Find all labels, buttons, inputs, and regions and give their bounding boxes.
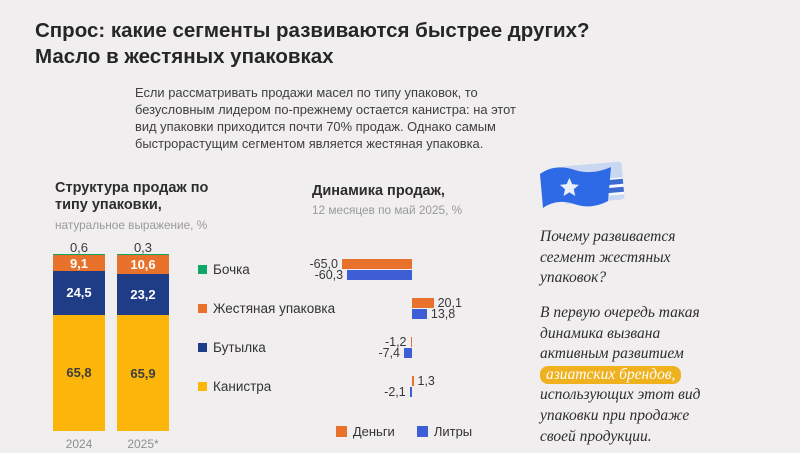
insight-answer: В первую очередь такая динамика вызвана … bbox=[540, 303, 722, 447]
dynamics-chart-header: Динамика продаж, 12 месяцев по май 2025,… bbox=[312, 183, 482, 217]
insight-answer-highlight: азиатских брендов, bbox=[540, 365, 682, 384]
legend-label: Бочка bbox=[213, 262, 250, 277]
legend-item-Канистра: Канистра bbox=[198, 378, 271, 395]
value-label: -65,0 bbox=[309, 257, 339, 271]
legend-swatch bbox=[198, 265, 207, 274]
top-value-label: 0,3 bbox=[133, 240, 153, 255]
литры-bar-Бутылка bbox=[404, 348, 412, 358]
x-axis-label: 2024 bbox=[65, 437, 93, 452]
legend-label: Бутылка bbox=[213, 340, 266, 355]
value-label: 1,3 bbox=[417, 374, 435, 388]
legend-swatch bbox=[198, 304, 207, 313]
dynamics-chart-subtitle: 12 месяцев по май 2025, % bbox=[312, 203, 463, 218]
value-label: -60,3 bbox=[314, 268, 344, 282]
value-label: -2,1 bbox=[384, 385, 406, 399]
деньги-bar-Жестяная упаковка bbox=[412, 298, 434, 308]
page-title-line1: Спрос: какие сегменты развиваются быстре… bbox=[35, 19, 590, 42]
legend-label: Канистра bbox=[213, 379, 272, 394]
star-icon bbox=[559, 177, 579, 196]
деньги-bar-Канистра bbox=[412, 376, 414, 386]
legend-swatch bbox=[198, 343, 207, 352]
value-label: -1,2 bbox=[384, 335, 407, 349]
dynamics-chart-legend: Деньги Литры bbox=[296, 424, 512, 439]
bar-stack: 9,1 24,5 65,8 bbox=[53, 254, 105, 432]
series-legend-label: Деньги bbox=[352, 424, 395, 439]
flag-icon bbox=[540, 161, 625, 208]
bar-segment-Канистра: 65,9 bbox=[117, 314, 169, 432]
legend-item-Жестяная упаковка: Жестяная упаковка bbox=[198, 300, 335, 317]
bar-stack: 10,6 23,2 65,9 bbox=[117, 254, 169, 432]
bar-segment-Канистра: 65,8 bbox=[53, 314, 105, 432]
stacked-bar-2024: 0,6 9,1 24,5 65,8 2024 bbox=[53, 240, 105, 451]
series-legend-swatch bbox=[335, 426, 347, 437]
legend-swatch bbox=[198, 382, 207, 391]
value-label: 20,1 bbox=[437, 296, 462, 310]
structure-chart-bars: 0,6 9,1 24,5 65,8 2024 0,3 10,6 23,2 65,9 2025* bbox=[53, 240, 183, 451]
category-legend: Бочка Жестяная упаковка Бутылка Канистра bbox=[198, 261, 338, 421]
insight-answer-before: В первую очередь такая динамика вызвана … bbox=[540, 304, 700, 363]
insight-answer-after: использующих этот вид упаковки при прода… bbox=[540, 386, 701, 445]
bar-segment-Бочка bbox=[53, 254, 105, 256]
bar-segment-Бочка bbox=[117, 254, 169, 255]
legend-item-Бутылка: Бутылка bbox=[198, 339, 266, 356]
bar-segment-Бутылка: 24,5 bbox=[53, 271, 105, 315]
stacked-bar-2025*: 0,3 10,6 23,2 65,9 2025* bbox=[117, 240, 169, 451]
structure-chart-title: Структура продаж по типу упаковки, bbox=[55, 180, 209, 214]
structure-chart-subtitle: натуральное выражение, % bbox=[55, 217, 208, 232]
insight-question: Почему развивается сегмент жестяных упак… bbox=[540, 228, 676, 287]
dynamics-chart-plot: -65,0 -60,3 20,1 13,8 -1,2 -7,4 1,3 -2,1 bbox=[296, 257, 512, 409]
page-title-line2: Масло в жестяных упаковках bbox=[35, 45, 334, 68]
structure-chart-header: Структура продаж по типу упаковки, натур… bbox=[55, 180, 230, 232]
value-label: 13,8 bbox=[430, 307, 456, 321]
x-axis-label: 2025* bbox=[127, 437, 159, 452]
value-label: -7,4 bbox=[378, 346, 400, 360]
литры-bar-Бочка bbox=[347, 270, 412, 280]
bar-segment-Жестяная упаковка: 9,1 bbox=[53, 255, 105, 272]
intro-paragraph: Если рассматривать продажи масел по типу… bbox=[135, 85, 516, 152]
legend-label: Жестяная упаковка bbox=[213, 301, 336, 316]
legend-item-Бочка: Бочка bbox=[198, 261, 250, 278]
литры-bar-Канистра bbox=[409, 387, 412, 397]
деньги-bar-Бочка bbox=[342, 259, 412, 269]
series-legend-item-Литры: Литры bbox=[416, 424, 473, 439]
dynamics-chart-title: Динамика продаж, bbox=[312, 183, 445, 199]
series-legend-item-Деньги: Деньги bbox=[335, 424, 395, 439]
series-legend-label: Литры bbox=[433, 424, 473, 439]
top-value-label: 0,6 bbox=[69, 240, 89, 255]
литры-bar-Жестяная упаковка bbox=[412, 309, 427, 319]
series-legend-swatch bbox=[416, 426, 428, 437]
bar-segment-Бутылка: 23,2 bbox=[117, 273, 169, 315]
bar-segment-Жестяная упаковка: 10,6 bbox=[117, 255, 169, 274]
page-title: Спрос: какие сегменты развиваются быстре… bbox=[35, 18, 735, 70]
деньги-bar-Бутылка bbox=[410, 337, 412, 347]
